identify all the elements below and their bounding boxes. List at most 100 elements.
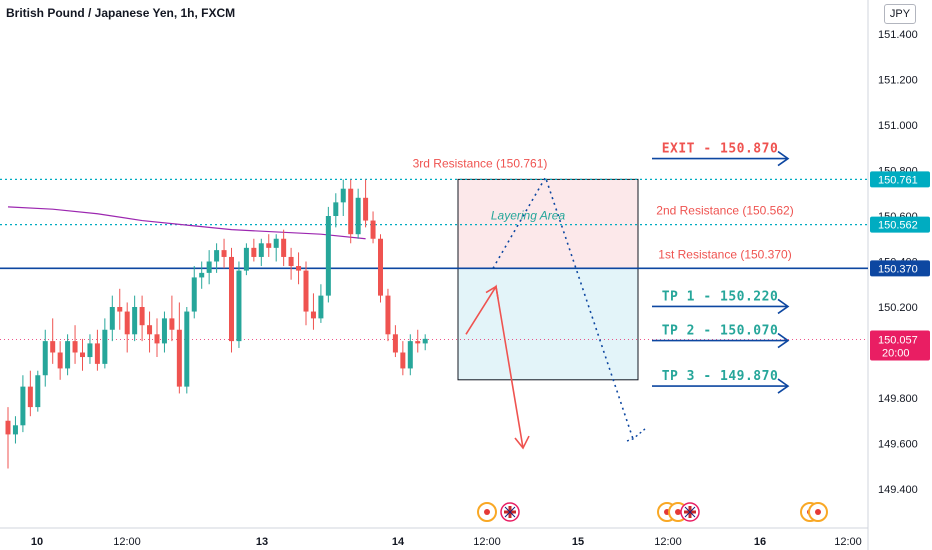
candle [169,295,175,342]
candle-body [296,266,302,271]
candle-body [281,238,287,257]
candle-body [243,247,249,271]
projection-arrows [465,150,790,450]
candle-body [221,250,227,257]
candle [273,234,279,262]
candle-body [35,375,41,408]
time-tick-label: 14 [392,536,405,548]
candle-body [124,311,130,335]
candle-body [325,216,331,296]
candle-body [161,318,167,344]
candle-body [392,334,398,353]
candle [161,311,167,353]
candle-body [169,318,175,330]
candle-body [415,341,421,344]
currency-button[interactable]: JPY [884,4,916,24]
candle-body [340,188,346,203]
candle [191,266,197,319]
event-markers[interactable] [477,502,828,522]
uk-flag-icon[interactable] [500,502,520,522]
candle-body [251,247,257,257]
zone-upper [458,179,638,269]
price-axis-badge [870,216,930,233]
target-label: TP 3 - 149.870 [662,369,779,384]
candle-body [258,243,264,257]
target-arrow-head [777,378,790,394]
candle-body [94,343,100,364]
candle-body [87,343,93,358]
candle [251,238,257,262]
candle [400,341,406,376]
event-icon[interactable] [808,502,828,522]
candle [303,261,309,326]
candle [80,338,85,371]
candle [176,302,182,394]
candle [355,188,361,239]
candle-body [266,243,272,248]
target-label: TP 1 - 150.220 [662,289,779,304]
candle [348,179,354,244]
candle [229,247,234,353]
target-arrow-head [777,332,790,349]
moving-average [7,206,366,240]
candle [318,284,324,323]
candle [5,407,11,469]
candle-body [176,329,182,387]
target-label: TP 2 - 150.070 [662,324,779,339]
price-axis-badge [870,260,930,277]
candle [117,288,123,330]
price-axis[interactable]: 151.400151.200151.000150.800150.600150.4… [870,29,930,496]
candle-body [422,338,428,344]
candle [288,247,294,280]
candle [214,243,220,273]
candle [258,238,264,267]
candle [281,229,287,267]
candle [87,334,93,364]
event-dot [484,509,490,515]
candle-body [12,425,18,435]
candle-body [206,261,212,273]
candle-body [20,386,26,426]
uk-flag-icon[interactable] [680,502,700,522]
candle-body [132,307,138,335]
projection-head-red-down [514,435,530,450]
price-axis-badge [870,171,930,188]
candle [199,261,205,289]
event-dot [815,509,821,515]
candle [35,370,41,412]
countdown-label: 20:00 [882,348,910,360]
price-tick-label: 151.400 [878,29,918,41]
candle-body [400,352,406,369]
target-arrow-head [777,150,790,167]
candle-body [355,197,361,235]
candle [27,370,33,417]
zone-label: Layering Area [491,208,566,222]
candle-body [273,238,279,248]
candle [65,334,71,376]
time-tick-label: 12:00 [113,536,141,548]
candle [72,325,78,364]
candle [340,179,346,216]
candle [236,261,242,348]
time-tick-label: 12:00 [654,536,682,548]
candle [378,234,383,303]
candle-body [42,341,48,376]
moving-average-line [7,206,366,240]
candle [139,295,145,342]
candle [57,341,63,380]
candle [50,318,56,364]
grid-layer [0,0,869,550]
candle-body [378,238,383,296]
candle-body [385,295,391,335]
target-label: EXIT - 150.870 [662,142,779,157]
candle-body [147,325,153,335]
price-tick-label: 149.400 [878,484,918,496]
time-tick-label: 12:00 [473,536,501,548]
time-axis[interactable]: 10 12:00 13 14 12:00 15 12:00 16 12:00 [31,536,862,548]
event-icon[interactable] [477,502,497,522]
candle-body [184,311,190,387]
candle [42,329,48,387]
annotation-labels: Layering Area 3rd Resistance (150.761) 2nd… [413,142,794,385]
projection-head-red-up [485,285,499,299]
